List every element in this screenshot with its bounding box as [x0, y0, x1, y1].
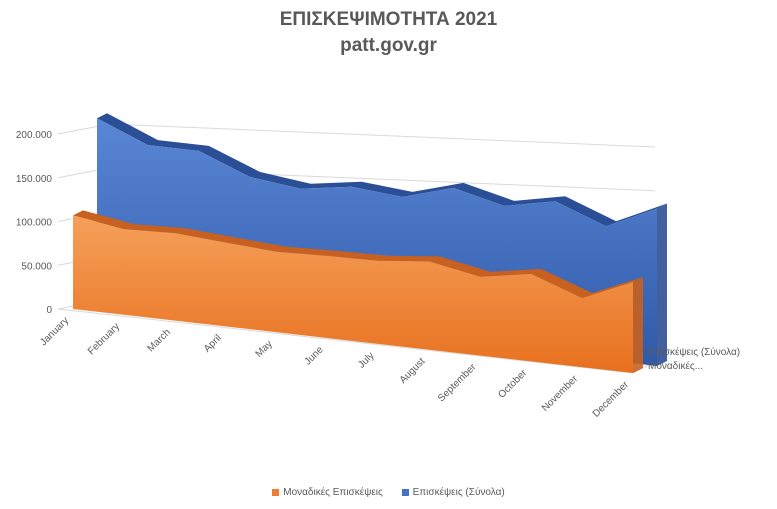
series-area-unique — [73, 215, 633, 373]
x-tick-label: November — [540, 373, 581, 414]
x-tick-label: February — [86, 321, 122, 357]
legend-label-unique: Μοναδικές Επισκέψεις — [283, 487, 383, 498]
y-tick-label: 0 — [46, 305, 52, 316]
y-tick-label: 200.000 — [16, 130, 53, 141]
y-tick-label: 150.000 — [16, 174, 53, 185]
x-tick-label: May — [254, 339, 275, 360]
x-tick-label: October — [496, 367, 529, 400]
y-tick-label: 100.000 — [16, 218, 53, 229]
legend-swatch-unique — [272, 488, 280, 496]
series-top-surface — [73, 210, 643, 299]
gridline — [109, 123, 656, 148]
x-tick-label: December — [591, 379, 632, 420]
y-tick-label: 50.000 — [21, 261, 52, 272]
chart-title: ΕΠΙΣΚΕΨΙΜΟΤΗΤΑ 2021 — [279, 9, 498, 30]
floor-front-edge — [57, 308, 634, 374]
depth-axis-label: Μοναδικές... — [648, 360, 703, 372]
x-tick-label: April — [202, 333, 224, 355]
legend-label-total: Επισκέψεις (Σύνολα) — [412, 487, 505, 498]
depth-axis-label: Επισκέψεις (Σύνολα) — [648, 346, 740, 358]
chart-subtitle: patt.gov.gr — [340, 35, 437, 56]
x-tick-label: August — [398, 356, 428, 386]
series-side-face — [633, 277, 643, 373]
x-tick-label: July — [356, 350, 376, 370]
x-tick-label: June — [303, 344, 326, 367]
legend-entry-total: Επισκέψεις (Σύνολα) — [401, 487, 505, 498]
x-tick-label: January — [38, 315, 71, 348]
legend-entry-unique: Μοναδικές Επισκέψεις — [272, 487, 383, 498]
chart-legend: Μοναδικές Επισκέψεις Επισκέψεις (Σύνολα) — [0, 487, 777, 498]
x-tick-label: March — [146, 327, 173, 354]
legend-swatch-total — [401, 488, 409, 496]
series-side-face — [657, 203, 667, 366]
x-tick-label: September — [436, 361, 479, 404]
